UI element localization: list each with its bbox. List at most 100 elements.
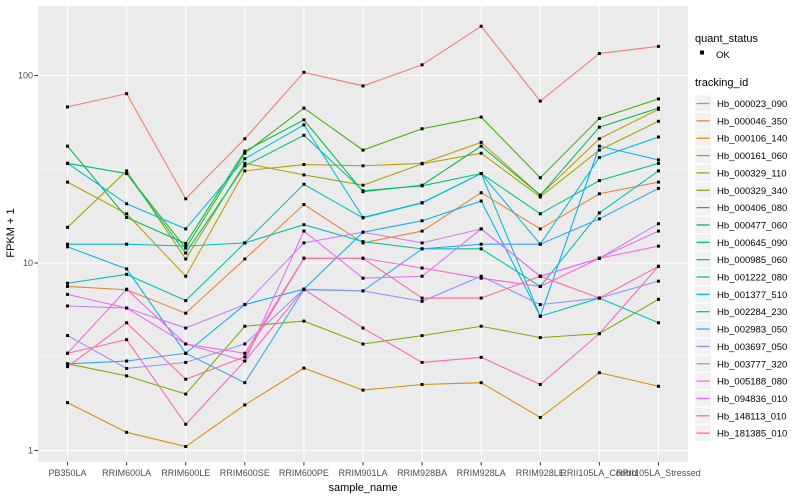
data-point <box>361 240 365 244</box>
data-point <box>66 245 70 249</box>
data-point <box>479 24 483 28</box>
data-point <box>538 274 542 278</box>
data-point <box>302 106 306 110</box>
data-point <box>656 279 660 283</box>
data-point <box>479 115 483 119</box>
legend-label-tracking-id: Hb_002284_230 <box>717 307 787 318</box>
legend-title-tracking-id: tracking_id <box>695 77 748 89</box>
data-point <box>125 172 129 176</box>
data-point <box>479 172 483 176</box>
data-point <box>420 201 424 205</box>
legend-label-tracking-id: Hb_003777_320 <box>717 359 787 370</box>
legend-label-tracking-id: Hb_000329_340 <box>717 186 787 197</box>
data-point <box>66 161 70 165</box>
data-point <box>302 182 306 186</box>
data-point <box>597 192 601 196</box>
legend-label-tracking-id: Hb_003697_050 <box>717 342 787 353</box>
data-point <box>302 256 306 260</box>
data-point <box>420 274 424 278</box>
data-point <box>302 70 306 74</box>
data-point <box>538 314 542 318</box>
data-point <box>538 176 542 180</box>
data-point <box>479 381 483 385</box>
data-point <box>125 430 129 434</box>
data-point <box>243 164 247 168</box>
data-point <box>66 180 70 184</box>
x-tick-label: RRIM600PE <box>279 468 329 478</box>
data-point <box>597 371 601 375</box>
data-point <box>361 256 365 260</box>
legend-label-tracking-id: Hb_148113_010 <box>717 411 787 422</box>
data-point <box>243 137 247 141</box>
data-point <box>420 382 424 386</box>
data-point <box>420 63 424 67</box>
data-point <box>656 186 660 190</box>
data-point <box>184 242 188 246</box>
legend-label-tracking-id: Hb_000985_060 <box>717 255 787 266</box>
x-tick-label: RRII105LA_Stressed <box>616 468 701 478</box>
data-point <box>184 326 188 330</box>
data-point <box>656 384 660 388</box>
legend-label-tracking-id: Hb_000023_090 <box>717 99 787 110</box>
legend-label-tracking-id: Hb_001222_080 <box>717 273 787 284</box>
data-point <box>420 360 424 364</box>
y-tick-label: 10 <box>23 258 33 268</box>
data-point <box>66 225 70 229</box>
data-point <box>479 274 483 278</box>
data-point <box>597 125 601 129</box>
data-point <box>538 227 542 231</box>
data-point <box>125 242 129 246</box>
data-point <box>420 162 424 166</box>
x-tick-label: RRIM600LE <box>161 468 210 478</box>
data-point <box>538 195 542 199</box>
data-point <box>656 244 660 248</box>
data-point <box>361 326 365 330</box>
legend-title-quant-status: quant_status <box>695 33 758 45</box>
legend-label-tracking-id: Hb_000046_350 <box>717 116 787 127</box>
data-point <box>125 366 129 370</box>
data-point <box>538 415 542 419</box>
data-point <box>361 183 365 187</box>
legend-label-tracking-id: Hb_000645_090 <box>717 238 787 249</box>
data-point <box>361 215 365 219</box>
data-point <box>597 116 601 120</box>
data-point <box>243 342 247 346</box>
legend-label-tracking-id: Hb_000477_060 <box>717 220 787 231</box>
x-tick-label: RRIM600LA <box>102 468 151 478</box>
data-point <box>66 365 70 369</box>
data-point <box>125 272 129 276</box>
data-point <box>243 359 247 363</box>
data-point <box>125 287 129 291</box>
data-point <box>302 173 306 177</box>
data-point <box>184 422 188 426</box>
data-point <box>302 319 306 323</box>
data-point <box>184 246 188 250</box>
data-point <box>66 401 70 405</box>
data-point <box>656 222 660 226</box>
data-point <box>656 135 660 139</box>
data-point <box>538 382 542 386</box>
data-point <box>66 284 70 288</box>
data-point <box>538 284 542 288</box>
data-point <box>361 230 365 234</box>
y-axis-title: FPKM + 1 <box>5 208 17 257</box>
data-point <box>302 118 306 122</box>
series-layer <box>66 24 660 449</box>
data-point <box>125 212 129 216</box>
data-point <box>361 388 365 392</box>
data-point <box>302 133 306 137</box>
data-point <box>479 247 483 251</box>
data-point <box>479 242 483 246</box>
data-point <box>302 287 306 291</box>
data-point <box>302 223 306 227</box>
data-point <box>125 321 129 325</box>
data-point <box>420 299 424 303</box>
data-point <box>184 445 188 449</box>
data-point <box>479 324 483 328</box>
data-point <box>597 217 601 221</box>
data-point <box>656 229 660 233</box>
data-point <box>125 92 129 96</box>
data-point <box>479 151 483 155</box>
data-point <box>302 366 306 370</box>
data-point <box>125 338 129 342</box>
